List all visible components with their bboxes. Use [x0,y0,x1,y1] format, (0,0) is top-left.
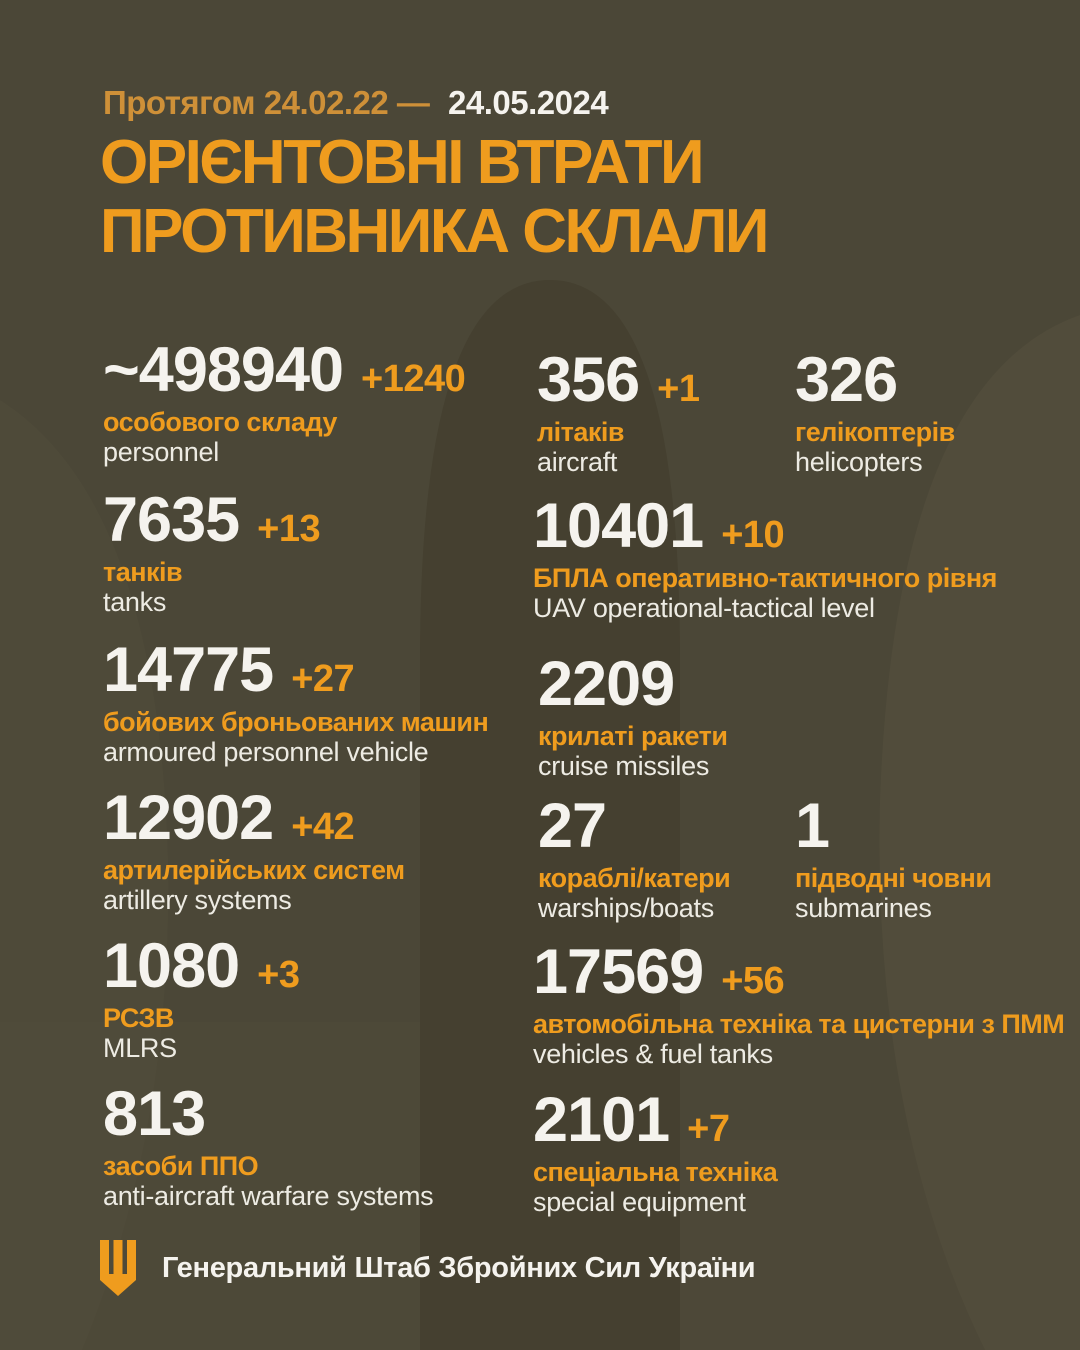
stat-delta: +27 [291,658,355,700]
stat-tanks: 7635 +13 танків tanks [103,485,321,618]
stat-delta: +10 [721,514,785,556]
stat-delta: +56 [721,960,785,1002]
stat-aircraft: 356 +1 літаків aircraft [537,345,700,478]
stat-delta: +1240 [361,358,466,400]
trident-icon [100,1240,136,1296]
stat-label-ua: БПЛА оперативно-тактичного рівня [533,563,997,593]
stat-value: 813 [103,1079,206,1149]
stat-value: 356 [537,345,640,415]
stat-value: 14775 [103,635,274,705]
stat-label-en: anti-aircraft warfare systems [103,1181,434,1211]
page-title-line1: ОРІЄНТОВНІ ВТРАТИ [100,128,705,197]
stat-special-equipment: 2101 +7 спеціальна техніка special equip… [533,1085,778,1218]
stat-label-ua: РСЗВ [103,1003,174,1033]
stat-artillery: 12902 +42 артилерійських систем artiller… [103,786,405,916]
date-range: Протягом 24.02.22 — 24.05.2024 [103,84,609,122]
stat-label-en: UAV operational-tactical level [533,593,875,623]
stat-delta: +42 [291,806,355,848]
stat-value: 17569 [533,937,704,1007]
stat-label-en: helicopters [795,447,923,477]
stat-warships: 27 кораблі/катери warships/boats [538,791,731,924]
stat-label-en: cruise missiles [538,751,710,781]
stat-anti-aircraft: 813 засоби ППО anti-aircraft warfare sys… [103,1079,434,1212]
stat-delta: +1 [657,368,700,410]
stat-label-ua: артилерійських систем [103,855,405,885]
stat-value: 2209 [538,649,675,719]
stat-vehicles-fuel-tanks: 17569 +56 автомобільна техніка та цистер… [533,937,1065,1070]
stat-label-en: aircraft [537,447,618,477]
stat-label-en: personnel [103,437,219,467]
stat-value: 2101 [533,1085,670,1155]
stat-label-ua: крилаті ракети [538,721,728,751]
stat-delta: +13 [257,508,321,550]
stat-label-en: MLRS [103,1033,177,1063]
stat-value: 12902 [103,783,274,853]
stat-label-ua: підводні човни [795,863,992,893]
stat-submarines: 1 підводні човни submarines [795,791,992,924]
stat-label-ua: танків [103,557,183,587]
stat-helicopters: 326 гелікоптерів helicopters [795,348,955,478]
stat-label-ua: засоби ППО [103,1151,259,1181]
page-title-line2: ПРОТИВНИКА СКЛАЛИ [100,197,769,266]
stat-label-ua: бойових броньованих машин [103,707,489,737]
stat-delta: +3 [257,954,300,996]
stat-personnel: ~498940 +1240 особового складу personnel [103,335,466,468]
stat-label-ua: автомобільна техніка та цистерни з ПММ [533,1009,1065,1039]
stat-label-en: submarines [795,893,932,923]
stat-value: 7635 [103,485,240,555]
stat-label-en: special equipment [533,1187,746,1217]
footer-org-name: Генеральний Штаб Збройних Сил України [162,1251,756,1284]
stat-label-ua: літаків [537,417,625,447]
date-range-start: Протягом 24.02.22 — [103,84,430,121]
stat-value: 27 [538,791,607,861]
stat-mlrs: 1080 +3 РСЗВ MLRS [103,931,300,1064]
stat-delta: +7 [687,1108,730,1150]
stat-label-ua: кораблі/катери [538,863,731,893]
date-range-end: 24.05.2024 [448,84,609,121]
stat-label-en: artillery systems [103,885,292,915]
stat-value: 1 [795,791,830,861]
stat-value: 10401 [533,491,704,561]
stat-label-en: tanks [103,587,167,617]
stat-apv: 14775 +27 бойових броньованих машин armo… [103,635,489,768]
stat-label-en: warships/boats [538,893,714,923]
stat-value: 326 [795,345,898,415]
stat-label-ua: спеціальна техніка [533,1157,778,1187]
stat-label-ua: гелікоптерів [795,417,955,447]
stat-label-en: vehicles & fuel tanks [533,1039,773,1069]
page-title: ОРІЄНТОВНІ ВТРАТИ ПРОТИВНИКА СКЛАЛИ [100,128,769,266]
stat-value: ~498940 [103,335,344,405]
stat-label-ua: особового складу [103,407,337,437]
stat-cruise-missiles: 2209 крилаті ракети cruise missiles [538,652,728,782]
stat-label-en: armoured personnel vehicle [103,737,429,767]
stat-uav: 10401 +10 БПЛА оперативно-тактичного рів… [533,494,997,624]
stat-value: 1080 [103,931,240,1001]
footer: Генеральний Штаб Збройних Сил України [100,1240,756,1296]
